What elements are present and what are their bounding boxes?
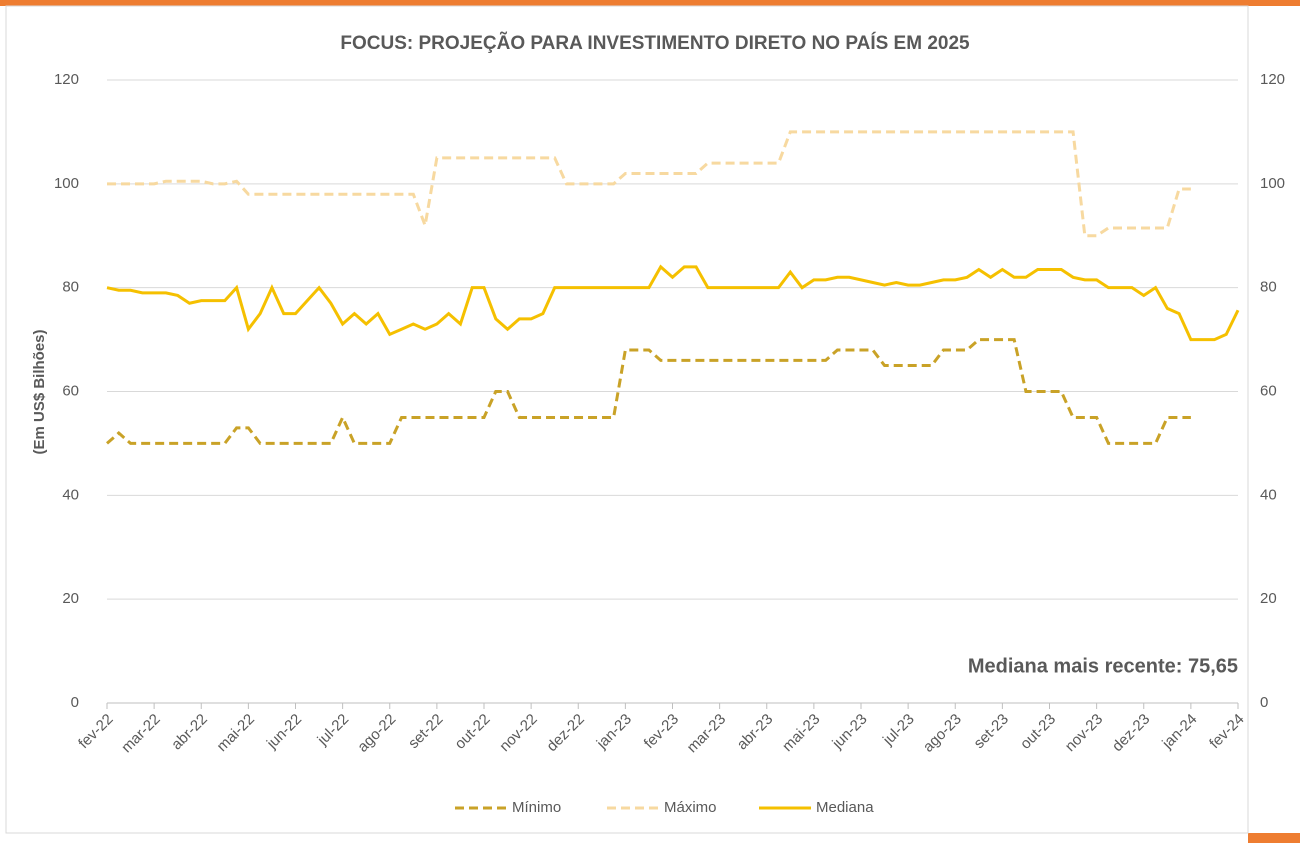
y-tick-label: 120 [54,71,79,88]
y-tick-label: 0 [71,694,79,711]
y-tick-label: 40 [62,486,79,503]
annotation: Mediana mais recente: 75,65 [968,655,1238,677]
y2-tick-label: 100 [1260,175,1285,192]
y-tick-label: 20 [62,590,79,607]
y2-tick-label: 40 [1260,486,1277,503]
y-tick-label: 80 [62,279,79,296]
series-line [106,338,1191,445]
y-tick-label: 60 [62,382,79,399]
corner-strip [1248,833,1300,843]
y2-tick-label: 20 [1260,590,1277,607]
y-axis-label: (Em US$ Bilhões) [31,329,48,454]
chart-title: FOCUS: PROJEÇÃO PARA INVESTIMENTO DIRETO… [340,32,970,54]
legend-label: Mínimo [512,799,561,816]
y2-tick-label: 0 [1260,694,1268,711]
series-line [106,264,1240,342]
y2-tick-label: 60 [1260,382,1277,399]
y-tick-label: 100 [54,175,79,192]
chart-frame [5,5,1249,834]
legend-label: Máximo [664,799,717,816]
legend-label: Mediana [816,799,874,816]
series-line [107,130,1191,238]
y2-tick-label: 120 [1260,71,1285,88]
top-strip [0,0,1300,6]
y2-tick-label: 80 [1260,279,1277,296]
